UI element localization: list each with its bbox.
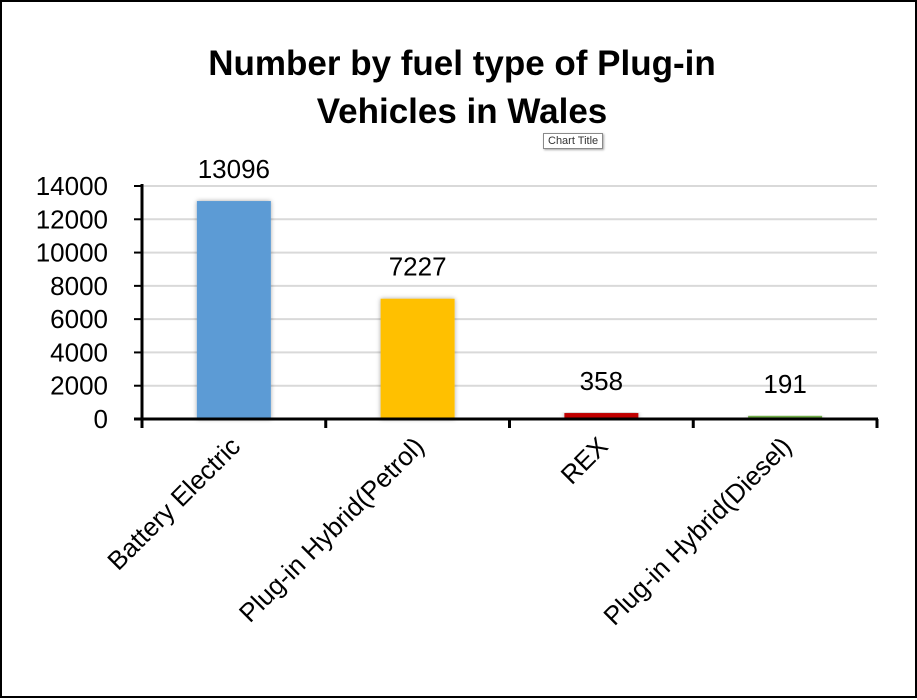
x-tick-label: Plug-in Hybrid(Diesel) — [597, 431, 797, 631]
bar[interactable] — [196, 201, 271, 419]
data-label: 7227 — [389, 252, 447, 282]
y-tick-label: 4000 — [50, 337, 108, 367]
y-tick-label: 14000 — [36, 171, 108, 201]
bar[interactable] — [380, 298, 455, 419]
y-tick-label: 8000 — [50, 271, 108, 301]
x-tick-label: REX — [555, 431, 614, 490]
chart-title-tooltip: Chart Title — [543, 133, 604, 149]
data-label: 358 — [580, 366, 623, 396]
chart-title-line-1: Number by fuel type of Plug-in — [208, 44, 716, 83]
x-tick-label: Battery Electric — [101, 431, 246, 576]
y-tick-label: 10000 — [36, 238, 108, 268]
bar[interactable] — [748, 415, 823, 419]
x-tick-label: Plug-in Hybrid(Petrol) — [233, 431, 430, 628]
bar[interactable] — [564, 413, 639, 419]
data-label: 191 — [763, 369, 806, 399]
y-tick-label: 12000 — [36, 204, 108, 234]
y-tick-label: 0 — [94, 404, 108, 434]
chart-title[interactable]: Number by fuel type of Plug-in Vehicles … — [122, 40, 802, 136]
y-tick-label: 6000 — [50, 304, 108, 334]
y-tick-label: 2000 — [50, 371, 108, 401]
chart-title-line-2: Vehicles in Wales — [316, 92, 608, 131]
data-label: 13096 — [198, 154, 270, 184]
